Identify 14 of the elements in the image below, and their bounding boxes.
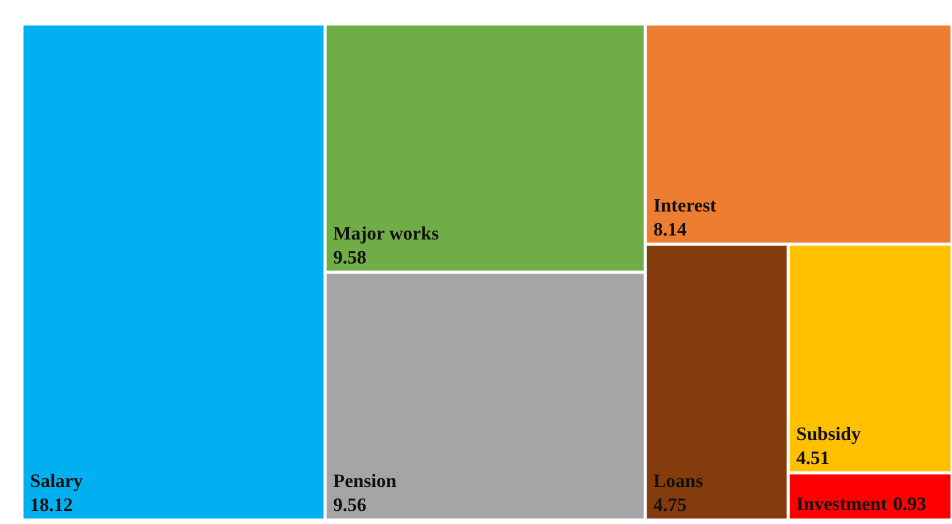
category-label: Major works	[333, 223, 439, 244]
category-label: Subsidy	[796, 424, 862, 445]
data-label: 9.58	[333, 247, 366, 268]
data-label: 4.51	[796, 448, 830, 469]
category-label: Interest	[653, 195, 717, 216]
category-label: Investment	[796, 494, 888, 515]
category-label: Salary	[30, 471, 84, 492]
category-label: Pension	[333, 471, 397, 492]
data-label: 0.93	[893, 494, 926, 515]
data-label: 18.12	[30, 495, 73, 516]
data-label: 4.75	[653, 495, 687, 516]
data-label: 9.56	[333, 495, 366, 516]
category-label: Loans	[653, 471, 703, 492]
data-label: 8.14	[653, 219, 688, 240]
